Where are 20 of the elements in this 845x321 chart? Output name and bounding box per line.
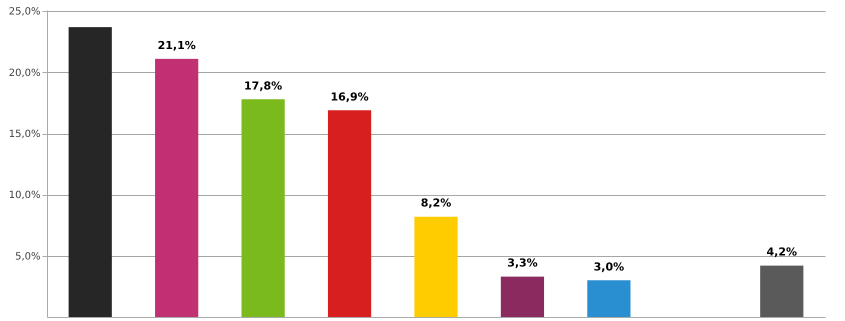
y-tick-label: 10,0% xyxy=(8,190,40,202)
data-label: 3,0% xyxy=(594,260,624,274)
bar xyxy=(328,110,372,317)
data-label: 17,8% xyxy=(244,79,282,92)
bar xyxy=(760,266,804,317)
y-tick-label: 15,0% xyxy=(8,129,40,140)
y-tick-label: 20,0% xyxy=(8,68,40,79)
bar xyxy=(500,276,544,317)
data-label: 4,2% xyxy=(766,246,798,259)
bar xyxy=(155,58,198,317)
bar xyxy=(414,216,458,317)
y-tick-label: 5,0% xyxy=(15,251,40,262)
data-label: 8,2% xyxy=(420,196,452,210)
data-label: 3,3% xyxy=(507,256,538,270)
bar xyxy=(68,27,112,317)
y-tick-label: 25,0% xyxy=(8,6,40,18)
bar xyxy=(242,99,285,317)
data-label: 21,1% xyxy=(158,38,196,52)
bar xyxy=(587,280,630,317)
data-label: 16,9% xyxy=(330,90,369,104)
